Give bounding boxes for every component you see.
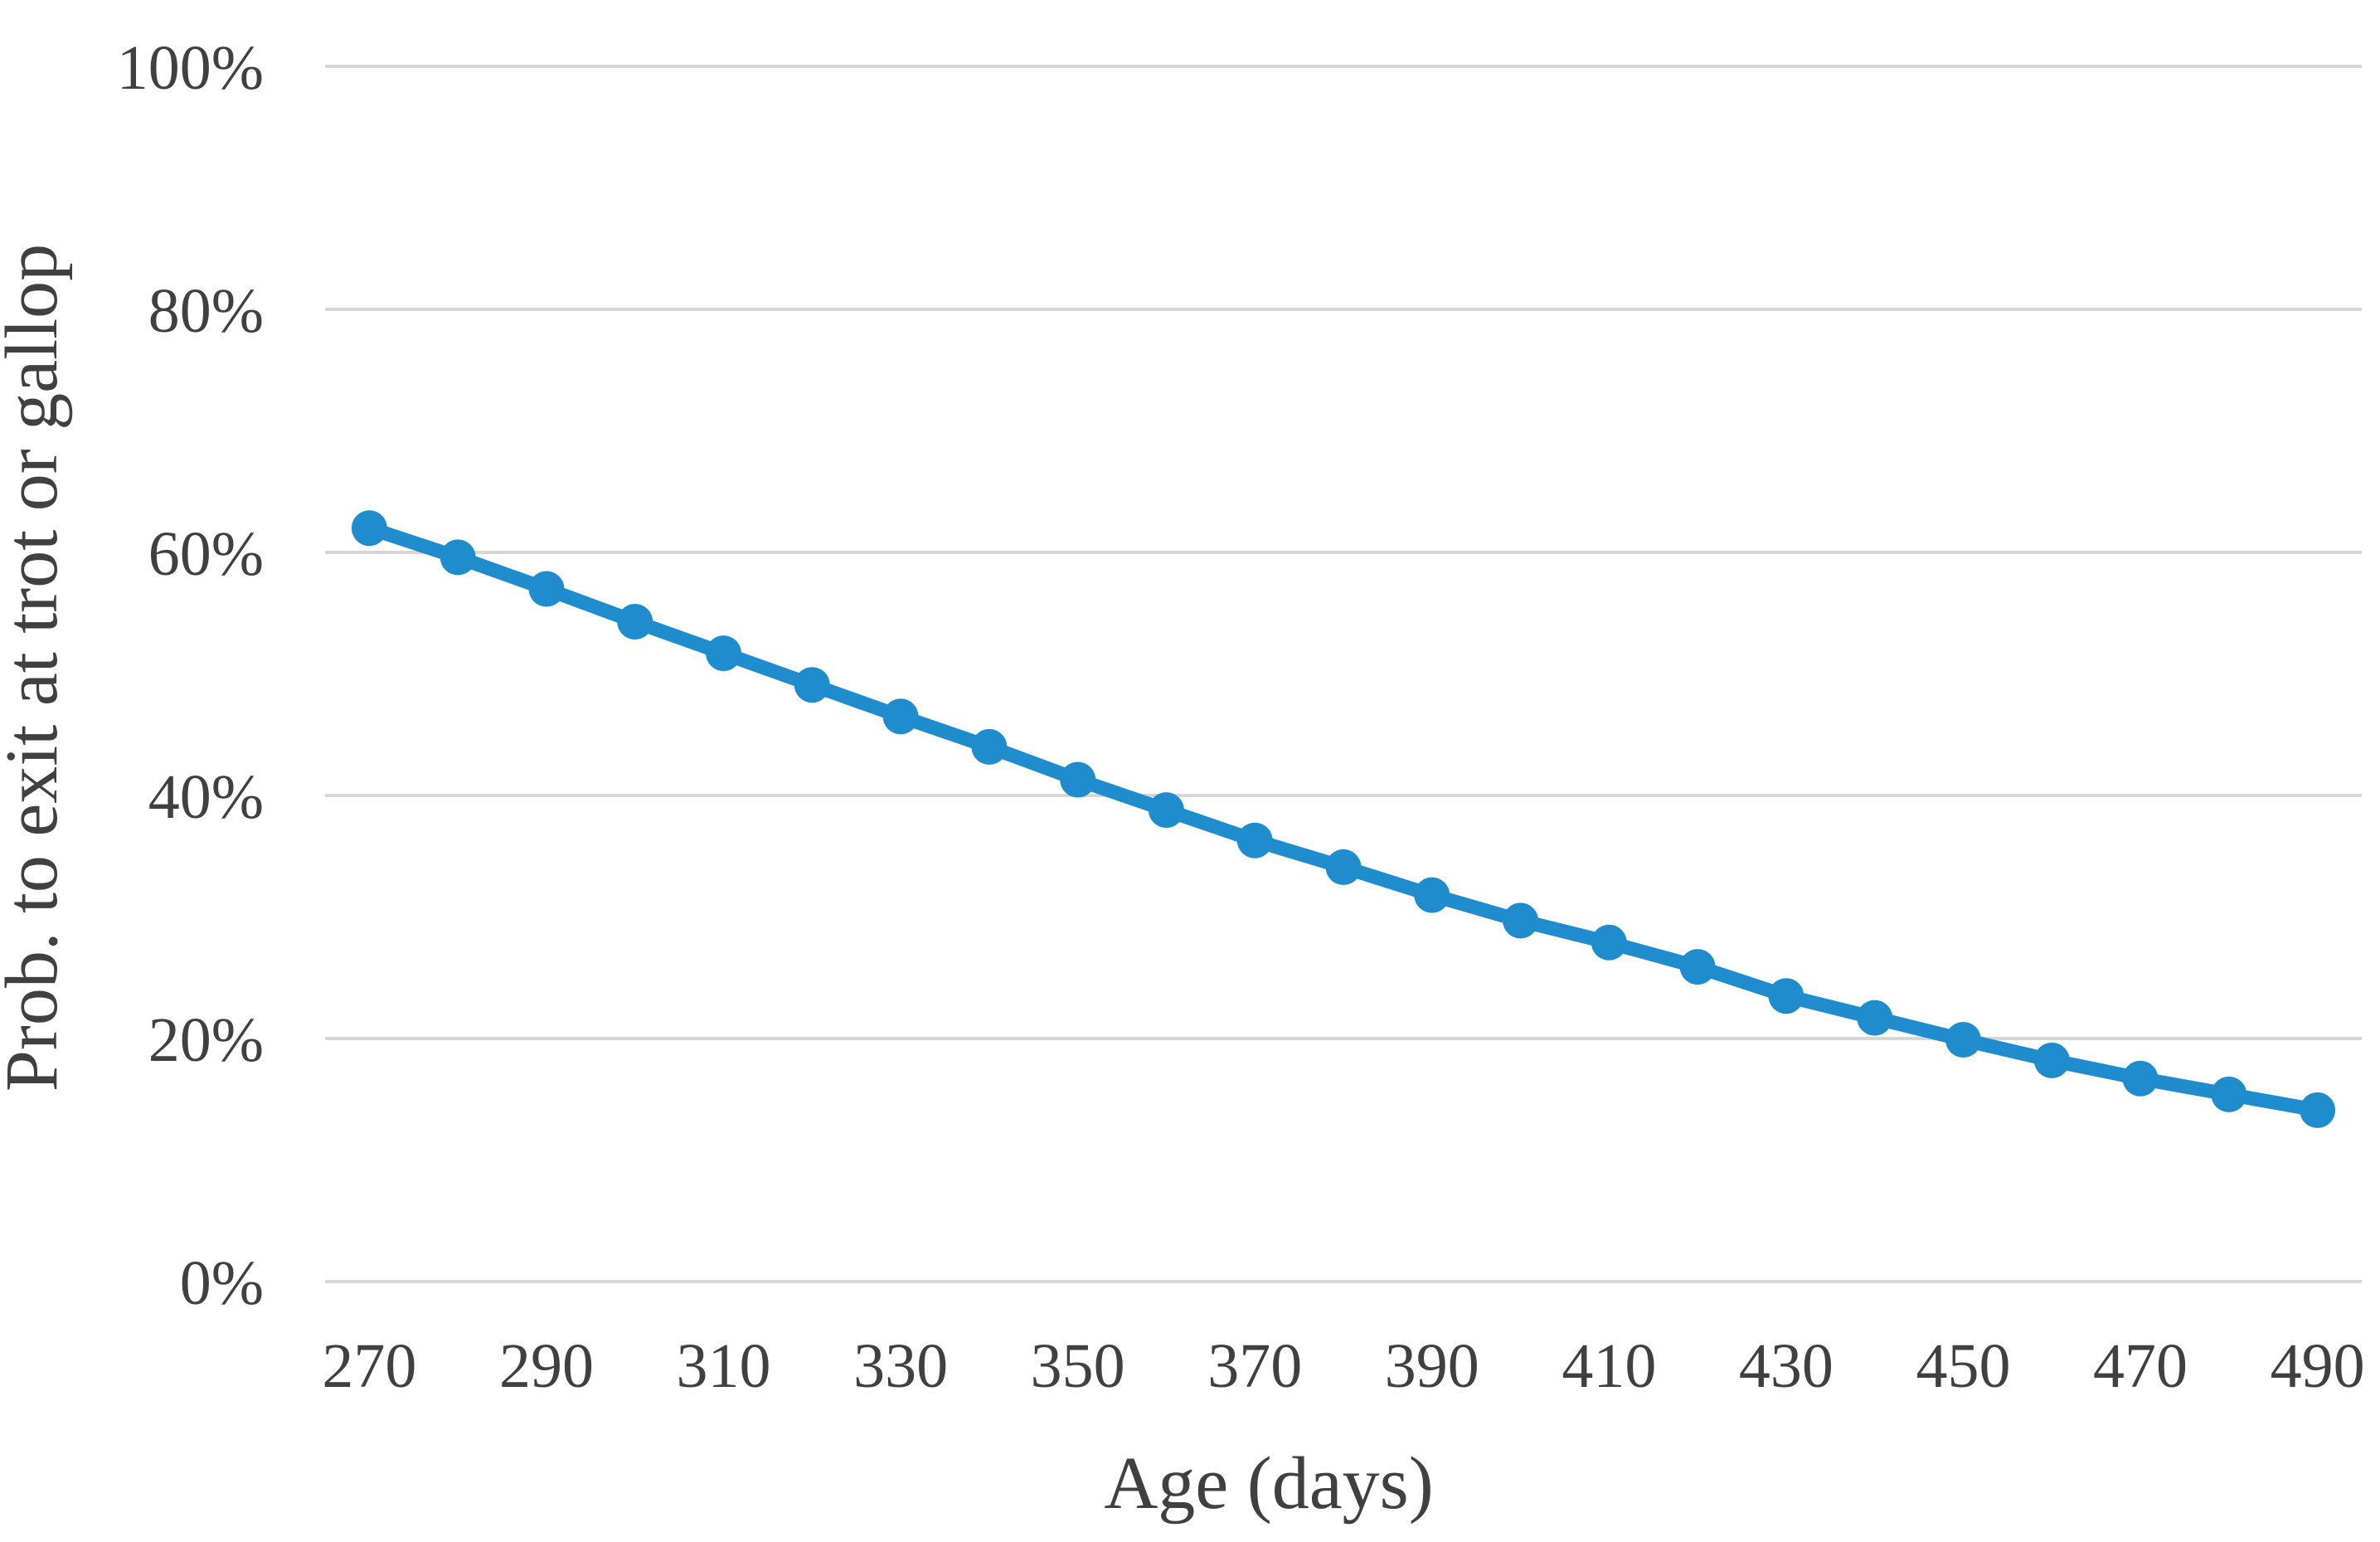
x-tick-label: 330 xyxy=(853,1331,948,1401)
x-tick-label: 270 xyxy=(322,1331,416,1401)
data-point xyxy=(2211,1076,2247,1112)
data-point xyxy=(882,698,919,735)
data-point xyxy=(794,667,830,703)
x-tick-label: 430 xyxy=(1739,1331,1834,1401)
data-point xyxy=(2122,1060,2159,1097)
data-point xyxy=(528,571,565,607)
y-tick-label: 80% xyxy=(148,276,264,346)
gridlines-layer xyxy=(325,65,2362,1283)
x-axis-title: Age (days) xyxy=(1104,1442,1433,1525)
y-tick-label: 0% xyxy=(180,1248,264,1318)
data-point xyxy=(440,539,476,576)
y-tick-label: 20% xyxy=(148,1005,264,1075)
data-point xyxy=(1945,1022,1981,1058)
x-tick-label: 390 xyxy=(1385,1331,1479,1401)
data-point xyxy=(1857,1000,1893,1036)
data-point xyxy=(1236,822,1273,859)
x-tick-label: 410 xyxy=(1562,1331,1656,1401)
y-tick-label: 40% xyxy=(148,762,264,832)
series-line xyxy=(362,521,2325,1117)
y-tick-label: 60% xyxy=(148,519,264,589)
data-point xyxy=(1591,924,1627,961)
series-layer xyxy=(351,510,2336,1128)
data-point xyxy=(706,635,741,672)
data-point xyxy=(1060,761,1096,798)
data-point xyxy=(2033,1042,2070,1078)
x-tick-label: 490 xyxy=(2271,1331,2365,1401)
x-tick-labels-layer: 270 290 310 330 350 370 390 410 430 450 470 490 xyxy=(322,1331,2364,1401)
data-point xyxy=(1414,877,1450,913)
x-tick-label: 450 xyxy=(1916,1331,2010,1401)
x-tick-label: 310 xyxy=(677,1331,771,1401)
data-point xyxy=(1148,792,1184,829)
y-tick-label: 100% xyxy=(117,33,264,103)
data-point xyxy=(1325,849,1362,885)
data-point xyxy=(1503,902,1539,939)
x-tick-label: 290 xyxy=(499,1331,594,1401)
x-tick-label: 350 xyxy=(1031,1331,1125,1401)
data-point xyxy=(1679,949,1716,985)
x-tick-label: 470 xyxy=(2093,1331,2188,1401)
data-point xyxy=(617,604,653,640)
data-point xyxy=(2300,1092,2336,1128)
data-point xyxy=(351,510,387,547)
data-point xyxy=(1768,978,1804,1014)
x-tick-label: 370 xyxy=(1207,1331,1302,1401)
y-tick-labels-layer: 0% 20% 40% 60% 80% 100% xyxy=(117,33,264,1318)
data-point xyxy=(971,728,1008,765)
y-axis-title: Prob. to exit at trot or gallop xyxy=(0,244,73,1092)
